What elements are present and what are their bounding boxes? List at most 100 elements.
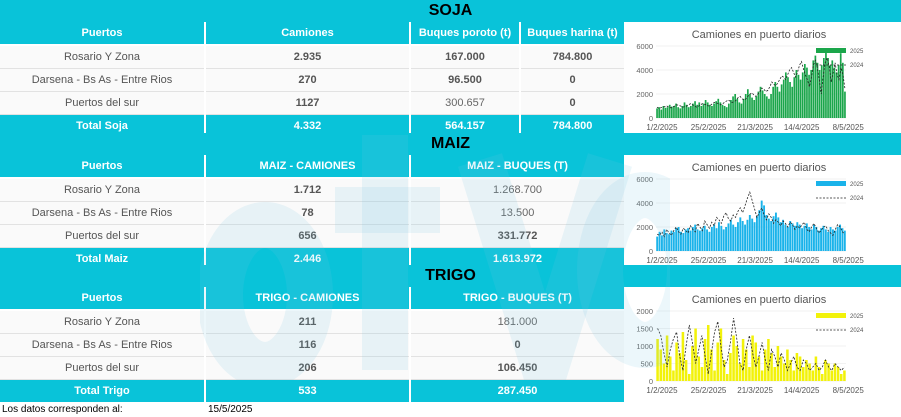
bar [732, 335, 735, 381]
bar [810, 70, 813, 118]
trucks-value: 656 [205, 224, 411, 248]
port-name: Darsena - Bs As - Entre Rios [0, 333, 206, 357]
bar [786, 349, 789, 381]
bar [684, 360, 688, 381]
bar [780, 84, 783, 118]
bar [774, 82, 777, 118]
port-name: Puertos del sur [0, 356, 206, 380]
bar [827, 231, 830, 251]
bar [758, 210, 761, 251]
bar [760, 200, 763, 251]
bar [689, 230, 692, 251]
total-ships-meal: 784.800 [520, 114, 626, 137]
bar [678, 353, 682, 381]
bar [670, 106, 673, 118]
bar [755, 216, 758, 251]
total-ships: 1.613.972 [410, 247, 626, 270]
bar [697, 356, 701, 381]
total-row: Total Trigo 533 287.450 [0, 379, 626, 402]
bar [824, 360, 827, 381]
bar [684, 229, 687, 251]
bar [759, 86, 762, 118]
y-tick-label: 2000 [636, 307, 653, 316]
x-tick-label: 14/4/2025 [784, 123, 820, 132]
bar [710, 349, 713, 381]
bar [744, 94, 747, 118]
bar [803, 64, 806, 118]
bar [841, 62, 844, 118]
bar [833, 67, 836, 118]
bar [698, 102, 701, 118]
y-tick-label: 6000 [636, 175, 653, 184]
bar [836, 367, 840, 381]
bar [704, 100, 707, 118]
bar [843, 370, 846, 381]
y-tick-label: 1000 [636, 342, 653, 351]
bar [808, 363, 811, 381]
soja-trucks-chart: Camiones en puerto diarios 0 2000 4000 6000 1… [628, 24, 876, 134]
bar [666, 107, 669, 118]
port-name: Rosario Y Zona [0, 45, 206, 69]
bar [763, 94, 766, 118]
x-tick-label: 25/2/2025 [691, 123, 727, 132]
legend-label-2025: 2025 [850, 49, 864, 55]
bar [749, 94, 751, 118]
bar [677, 227, 680, 251]
legend-swatch-2025 [816, 313, 846, 318]
ships-meal-value: 784.800 [520, 45, 626, 69]
bar [812, 224, 815, 251]
bar [675, 342, 678, 381]
bar [691, 227, 694, 251]
x-tick-label: 14/4/2025 [784, 256, 820, 265]
ships-bean-value: 167.000 [410, 45, 521, 69]
bar [656, 108, 658, 118]
line-series-2024 [657, 190, 846, 238]
bar [703, 339, 707, 381]
bar [681, 106, 684, 118]
y-tick-label: 0 [649, 377, 653, 386]
y-tick-label: 2000 [636, 90, 653, 99]
bar [746, 219, 749, 251]
bar [805, 360, 808, 381]
bar [668, 234, 671, 251]
legend-label-2024: 2024 [850, 196, 864, 202]
bar [779, 222, 782, 251]
bar [831, 60, 834, 118]
bar [748, 215, 751, 251]
bar [717, 98, 720, 118]
bar [782, 363, 786, 381]
bar [746, 89, 749, 118]
table-row: Rosario Y Zona 1.712 1.268.700 [0, 178, 626, 202]
bar [770, 94, 772, 118]
table-row: Rosario Y Zona 2.935 167.000 784.800 [0, 45, 626, 69]
bar [687, 107, 690, 118]
bar [812, 60, 815, 118]
bar [700, 106, 703, 118]
bar [789, 360, 792, 381]
bar [801, 72, 804, 118]
bar [811, 370, 815, 381]
bar [827, 58, 829, 118]
bar [782, 79, 785, 118]
bar [767, 339, 770, 381]
line-series-2024 [656, 56, 846, 109]
bar [679, 108, 682, 118]
column-header: Puertos [0, 22, 206, 46]
bar [696, 104, 699, 118]
table-row: Puertos del sur 206 106.450 [0, 356, 626, 380]
column-header: TRIGO - CAMIONES [205, 287, 411, 311]
bar [727, 223, 730, 251]
x-tick-label: 21/3/2025 [737, 256, 773, 265]
bar [744, 224, 747, 251]
bar [713, 370, 716, 381]
bar [843, 230, 846, 251]
bar [710, 227, 713, 251]
bar [814, 55, 817, 118]
bar [787, 77, 789, 118]
bar [792, 370, 796, 381]
bar [708, 104, 711, 118]
port-name: Darsena - Bs As - Entre Rios [0, 68, 206, 92]
table-row: Darsena - Bs As - Entre Rios 78 13.500 [0, 201, 626, 225]
total-trucks: 533 [205, 379, 411, 402]
bar [822, 58, 825, 118]
